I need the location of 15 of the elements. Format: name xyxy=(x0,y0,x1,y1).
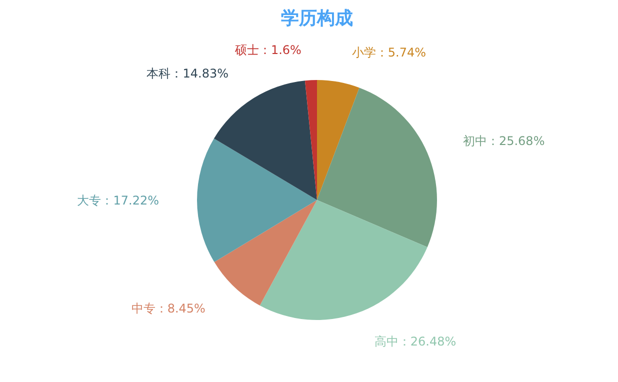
pie-slice xyxy=(197,138,317,262)
pie-slice xyxy=(317,88,437,248)
pie-slice xyxy=(304,80,317,200)
pie-slice xyxy=(214,200,317,306)
chart-title: 学历构成 xyxy=(281,8,353,29)
slice-label: 小学：5.74% xyxy=(352,45,426,60)
slice-label: 本科：14.83% xyxy=(146,66,229,80)
pie-slice xyxy=(214,80,317,200)
slice-label: 初中：25.68% xyxy=(462,134,545,148)
slice-label: 高中：26.48% xyxy=(374,334,456,349)
pie-slice xyxy=(317,80,360,200)
slice-label: 大专：17.22% xyxy=(77,193,159,208)
slice-label: 中专：8.45% xyxy=(131,302,206,316)
pie-slice xyxy=(260,200,428,320)
slice-label: 硕士：1.6% xyxy=(234,43,302,58)
